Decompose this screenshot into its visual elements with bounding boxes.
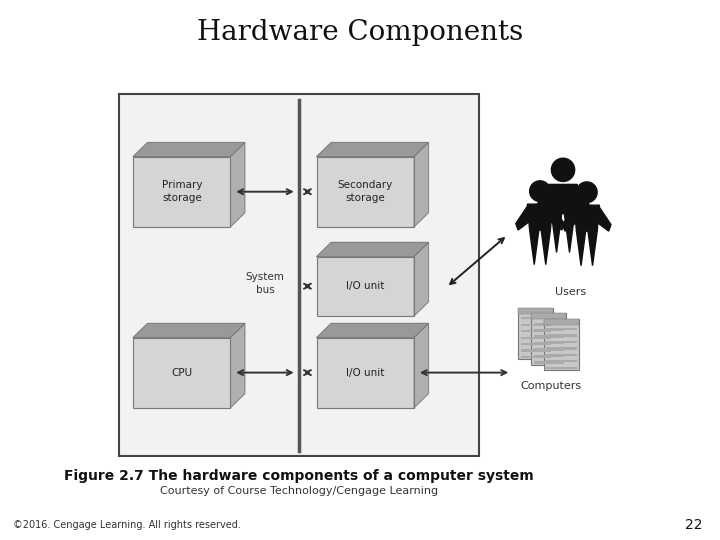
FancyBboxPatch shape — [534, 348, 564, 350]
FancyBboxPatch shape — [534, 342, 564, 344]
Text: ©2016. Cengage Learning. All rights reserved.: ©2016. Cengage Learning. All rights rese… — [13, 520, 240, 530]
FancyBboxPatch shape — [546, 347, 577, 349]
Polygon shape — [530, 181, 550, 201]
FancyBboxPatch shape — [317, 157, 414, 227]
Polygon shape — [230, 143, 245, 227]
FancyBboxPatch shape — [518, 308, 553, 359]
FancyBboxPatch shape — [317, 338, 414, 408]
Polygon shape — [414, 323, 428, 408]
FancyBboxPatch shape — [534, 361, 564, 363]
FancyBboxPatch shape — [546, 354, 577, 356]
FancyBboxPatch shape — [531, 313, 566, 365]
Polygon shape — [541, 230, 550, 265]
FancyBboxPatch shape — [317, 256, 414, 316]
Polygon shape — [133, 323, 245, 338]
FancyBboxPatch shape — [544, 319, 579, 325]
Text: Computers: Computers — [521, 381, 581, 391]
FancyBboxPatch shape — [521, 323, 551, 326]
Text: Primary
storage: Primary storage — [161, 180, 202, 203]
FancyBboxPatch shape — [534, 322, 564, 325]
FancyBboxPatch shape — [546, 334, 577, 336]
Polygon shape — [562, 207, 577, 231]
Polygon shape — [317, 323, 428, 338]
FancyBboxPatch shape — [544, 319, 579, 370]
Polygon shape — [414, 242, 428, 316]
Text: 22: 22 — [685, 518, 702, 532]
FancyBboxPatch shape — [133, 157, 230, 227]
Polygon shape — [527, 204, 553, 230]
Polygon shape — [550, 206, 564, 230]
Polygon shape — [549, 185, 577, 214]
Polygon shape — [516, 206, 530, 230]
FancyBboxPatch shape — [546, 328, 577, 330]
Polygon shape — [577, 231, 585, 266]
Polygon shape — [536, 187, 552, 214]
FancyBboxPatch shape — [534, 335, 564, 338]
FancyBboxPatch shape — [119, 94, 479, 456]
FancyBboxPatch shape — [521, 349, 551, 352]
Polygon shape — [317, 143, 428, 157]
Polygon shape — [552, 214, 562, 252]
Polygon shape — [552, 158, 575, 181]
Text: Secondary
storage: Secondary storage — [338, 180, 393, 203]
FancyBboxPatch shape — [521, 343, 551, 345]
Polygon shape — [575, 187, 590, 214]
FancyBboxPatch shape — [133, 338, 230, 408]
Polygon shape — [230, 323, 245, 408]
Text: I/O unit: I/O unit — [346, 368, 384, 377]
FancyBboxPatch shape — [521, 330, 551, 332]
FancyBboxPatch shape — [546, 341, 577, 343]
Text: Hardware Components: Hardware Components — [197, 19, 523, 46]
Polygon shape — [588, 231, 597, 266]
Polygon shape — [577, 182, 597, 202]
Polygon shape — [574, 205, 600, 231]
FancyBboxPatch shape — [534, 355, 564, 357]
Polygon shape — [414, 143, 428, 227]
Polygon shape — [597, 207, 611, 231]
FancyBboxPatch shape — [546, 360, 577, 362]
Text: Courtesy of Course Technology/Cengage Learning: Courtesy of Course Technology/Cengage Le… — [160, 487, 438, 496]
FancyBboxPatch shape — [518, 308, 553, 314]
FancyBboxPatch shape — [546, 367, 577, 369]
FancyBboxPatch shape — [521, 336, 551, 339]
FancyBboxPatch shape — [531, 313, 566, 319]
Text: Users: Users — [555, 287, 587, 296]
Polygon shape — [317, 242, 428, 256]
Text: Figure 2.7 The hardware components of a computer system: Figure 2.7 The hardware components of a … — [64, 469, 534, 483]
FancyBboxPatch shape — [521, 317, 551, 320]
Text: I/O unit: I/O unit — [346, 281, 384, 291]
Text: CPU: CPU — [171, 368, 192, 377]
FancyBboxPatch shape — [534, 329, 564, 331]
Polygon shape — [530, 230, 539, 265]
Polygon shape — [133, 143, 245, 157]
FancyBboxPatch shape — [521, 356, 551, 358]
Polygon shape — [564, 214, 575, 252]
Text: System
bus: System bus — [246, 272, 284, 295]
